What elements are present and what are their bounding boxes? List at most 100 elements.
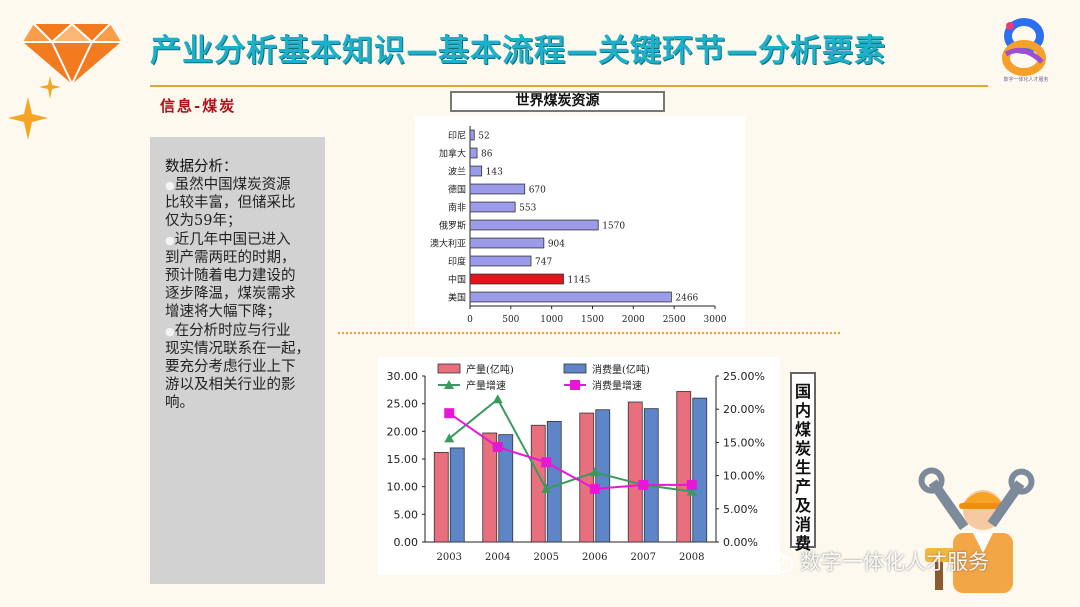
bar <box>469 255 532 267</box>
y2-tick-label: 5.00% <box>723 503 758 516</box>
category-label: 加拿大 <box>439 148 466 160</box>
point <box>686 479 697 490</box>
bar <box>692 397 708 543</box>
x-tick-label: 2500 <box>663 315 686 325</box>
bar <box>546 420 562 543</box>
x-tick-label: 2000 <box>622 315 645 325</box>
legend-label: 产量增速 <box>466 379 506 392</box>
bar <box>469 291 672 303</box>
data-label: 904 <box>548 240 565 250</box>
category-label: 中国 <box>448 274 466 286</box>
logo-caption: 数字一体化人才服务 <box>1003 77 1049 83</box>
analysis-line: ●近几年中国已进入 <box>165 231 325 250</box>
analysis-line: 预计随着电力建设的 <box>165 267 325 285</box>
analysis-line-text: 逐步降温，煤炭需求 <box>165 286 296 303</box>
y2-tick-label: 10.00% <box>723 470 765 483</box>
y-tick-label: 15.00 <box>387 453 419 466</box>
bar <box>482 432 498 543</box>
point <box>492 394 503 404</box>
analysis-panel <box>150 137 325 584</box>
category-label: 南非 <box>448 202 466 214</box>
bullet-icon: ● <box>165 233 175 247</box>
category-label: 印度 <box>448 256 466 268</box>
analysis-line-text: 增速将大幅下降； <box>165 304 281 321</box>
x-tick-label: 2006 <box>582 552 607 563</box>
analysis-line-text: 响。 <box>165 395 194 412</box>
legend-label: 消费量(亿吨) <box>592 363 650 376</box>
bar <box>449 447 465 543</box>
analysis-line: 逐步降温，煤炭需求 <box>165 285 325 303</box>
category-label: 波兰 <box>448 166 466 178</box>
y-tick-label: 30.00 <box>387 370 419 383</box>
data-label: 143 <box>486 168 503 178</box>
y-tick-label: 25.00 <box>387 398 419 411</box>
bullet-icon: ● <box>165 179 175 192</box>
legend-marker <box>570 380 580 390</box>
y-tick-label: 20.00 <box>387 425 419 438</box>
series-line <box>448 412 692 490</box>
dotted-divider <box>338 332 840 334</box>
bar <box>676 391 692 543</box>
watermark: 数字一体化人才服务 <box>800 550 989 574</box>
category-label: 俄罗斯 <box>439 220 466 232</box>
x-tick-label: 1500 <box>581 315 604 325</box>
title-underline <box>150 85 988 87</box>
point <box>492 442 503 453</box>
analysis-line: 要充分考虑行业上下 <box>165 358 325 376</box>
x-tick-label: 2005 <box>534 552 559 563</box>
analysis-line: 比较丰富，但储采比 <box>165 194 325 212</box>
data-label: 553 <box>519 204 536 214</box>
analysis-line: 仅为59年； <box>165 212 325 230</box>
section-subtitle: 信息-煤炭 <box>160 97 237 115</box>
worker-illustration-icon <box>918 467 1035 593</box>
company-logo-icon <box>1002 18 1046 76</box>
analysis-line: ●在分析时应与行业 <box>165 322 325 341</box>
analysis-line-text: 游以及相关行业的影 <box>165 377 296 394</box>
x-tick-label: 3000 <box>704 315 727 325</box>
legend-marker <box>444 380 454 389</box>
y-tick-label: 5.00 <box>394 508 419 521</box>
bar <box>469 165 483 177</box>
point <box>589 483 600 494</box>
analysis-line-text: 到产需两旺的时期， <box>165 249 296 266</box>
point <box>541 457 552 468</box>
x-tick-label: 2007 <box>631 552 656 563</box>
side-label-char: 费 <box>794 534 811 553</box>
data-label: 52 <box>478 132 489 142</box>
side-label-char: 消 <box>794 515 811 534</box>
analysis-line: 响。 <box>165 394 325 412</box>
point <box>444 408 455 419</box>
side-label-char: 生 <box>794 458 811 477</box>
data-label: 1145 <box>568 276 591 286</box>
analysis-line-text: 要充分考虑行业上下 <box>165 359 296 375</box>
x-tick-label: 2003 <box>437 552 462 563</box>
category-label: 德国 <box>448 184 466 196</box>
data-label: 1570 <box>602 222 625 232</box>
side-label-char: 内 <box>794 401 811 420</box>
analysis-line-text: 虽然中国煤炭资源 <box>174 177 291 193</box>
bar <box>530 424 546 543</box>
point <box>638 479 649 490</box>
bar <box>469 129 475 141</box>
x-tick-label: 0 <box>467 315 473 325</box>
y2-tick-label: 20.00% <box>723 403 765 416</box>
side-label-char: 产 <box>794 477 811 496</box>
bar <box>469 147 478 159</box>
analysis-title: 数据分析： <box>165 159 238 175</box>
analysis-line: 增速将大幅下降； <box>165 303 325 321</box>
x-tick-label: 500 <box>502 315 519 325</box>
analysis-line-text: 现实情况联系在一起， <box>165 340 310 357</box>
world-coal-bar-chart: 0 500 1000 1500 2000 2500 3000 印尼 52 加拿大 86 波兰 143 德国… <box>415 116 745 328</box>
analysis-line-text: 近几年中国已进入 <box>174 231 291 248</box>
world-coal-chart-title: 世界煤炭资源 <box>450 91 665 112</box>
analysis-line-text: 预计随着电力建设的 <box>165 268 296 284</box>
legend-label: 消费量增速 <box>592 379 642 392</box>
bar <box>469 201 516 213</box>
data-label: 2466 <box>675 294 698 304</box>
diamond-icon <box>23 22 121 86</box>
point <box>444 433 455 443</box>
analysis-line: ●虽然中国煤炭资源 <box>165 176 325 195</box>
y2-tick-label: 15.00% <box>723 436 765 449</box>
data-label: 747 <box>535 258 552 268</box>
y-tick-label: 10.00 <box>387 481 419 494</box>
